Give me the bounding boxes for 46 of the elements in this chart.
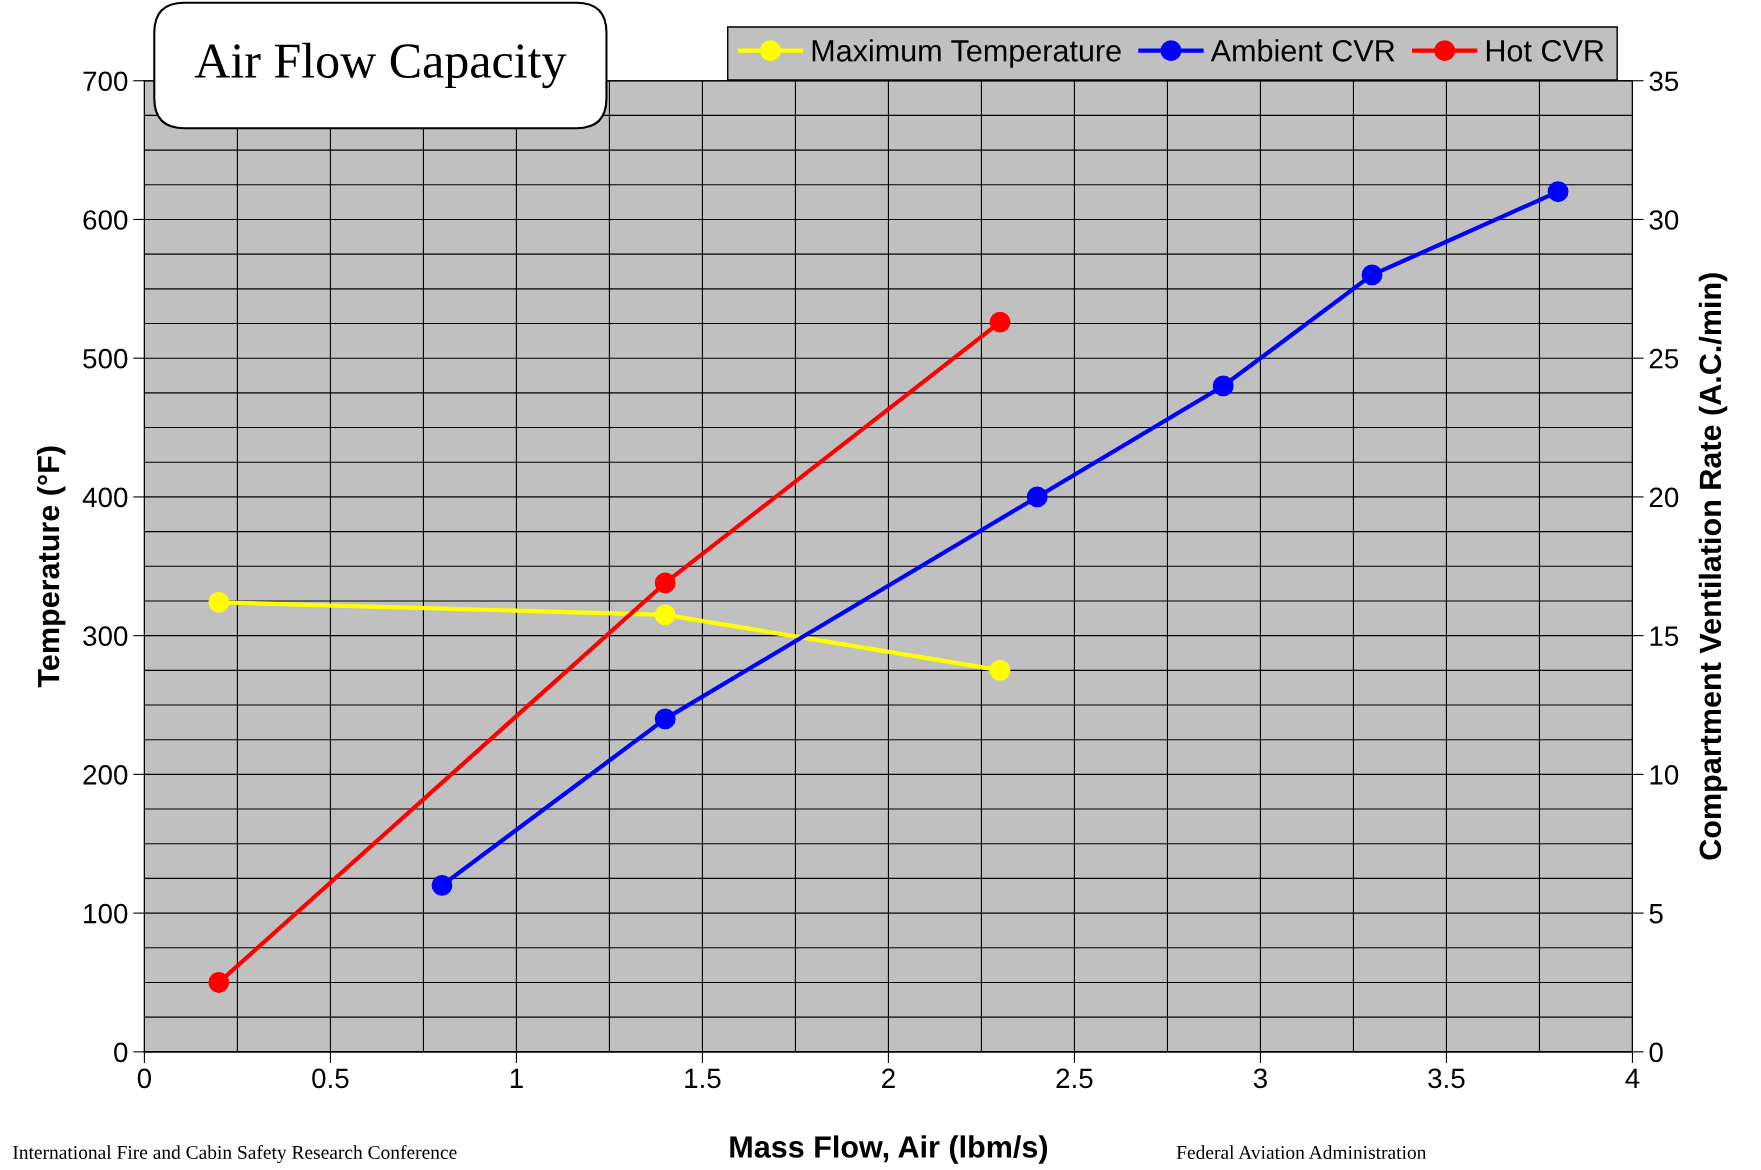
point	[654, 604, 676, 626]
point	[1212, 375, 1234, 397]
point	[989, 659, 1011, 681]
point	[989, 311, 1011, 333]
legend-label: Hot CVR	[1486, 40, 1604, 62]
point	[208, 972, 230, 993]
legend-label: Maximum Temperature	[812, 39, 1121, 68]
text: Federal Aviation Administration	[1176, 1145, 1427, 1160]
point	[1547, 181, 1569, 203]
y2-tick-label: 5	[1649, 904, 1663, 924]
legend-label: Ambient CVR	[1210, 39, 1395, 62]
x-tick-label: 2.5	[1056, 1068, 1093, 1089]
x-tick-label: 4	[1625, 1068, 1640, 1088]
y2-tick-label: 30	[1649, 210, 1679, 230]
y2-tick-label: 20	[1649, 487, 1679, 508]
point	[1361, 264, 1383, 286]
point	[1026, 486, 1048, 508]
x-tick-label: 2	[882, 1068, 895, 1088]
x-tick-label: 3	[1253, 1068, 1267, 1089]
x-tick-label: 1.5	[685, 1068, 721, 1089]
y2-tick-label: 0	[1649, 1042, 1663, 1063]
point	[654, 572, 676, 594]
y-tick-label: 400	[82, 487, 128, 508]
x-tick-label: 3.5	[1428, 1068, 1465, 1089]
y-axis-title: Temperature (°F)	[36, 446, 66, 688]
y2-tick-label: 10	[1650, 765, 1679, 785]
point	[654, 708, 676, 730]
y-tick-label: 700	[83, 71, 128, 92]
y-tick-label: 100	[84, 903, 128, 924]
y-tick-label: 300	[83, 626, 128, 646]
chart-title: Air Flow Capacity	[194, 42, 567, 89]
y-tick-label: 500	[83, 348, 128, 369]
text: International Fire and Cabin Safety Research Conference	[13, 1145, 457, 1163]
x-tick-label: 1	[510, 1068, 523, 1088]
point	[208, 591, 230, 613]
x-axis-title: Mass Flow, Air (lbm/s)	[730, 1135, 1048, 1164]
y2-tick-label: 15	[1650, 626, 1679, 646]
y2-tick-label: 35	[1649, 71, 1679, 92]
y-tick-label: 0	[114, 1042, 128, 1063]
y-tick-label: 600	[83, 210, 128, 230]
y-tick-label: 200	[83, 765, 128, 785]
point	[431, 874, 453, 896]
y2-axis-title: Compartment Ventilation Rate (A.C./min)	[1698, 273, 1728, 860]
y2-tick-label: 25	[1649, 348, 1679, 369]
x-tick-label: 0	[137, 1068, 152, 1089]
x-tick-label: 0.5	[312, 1068, 349, 1089]
